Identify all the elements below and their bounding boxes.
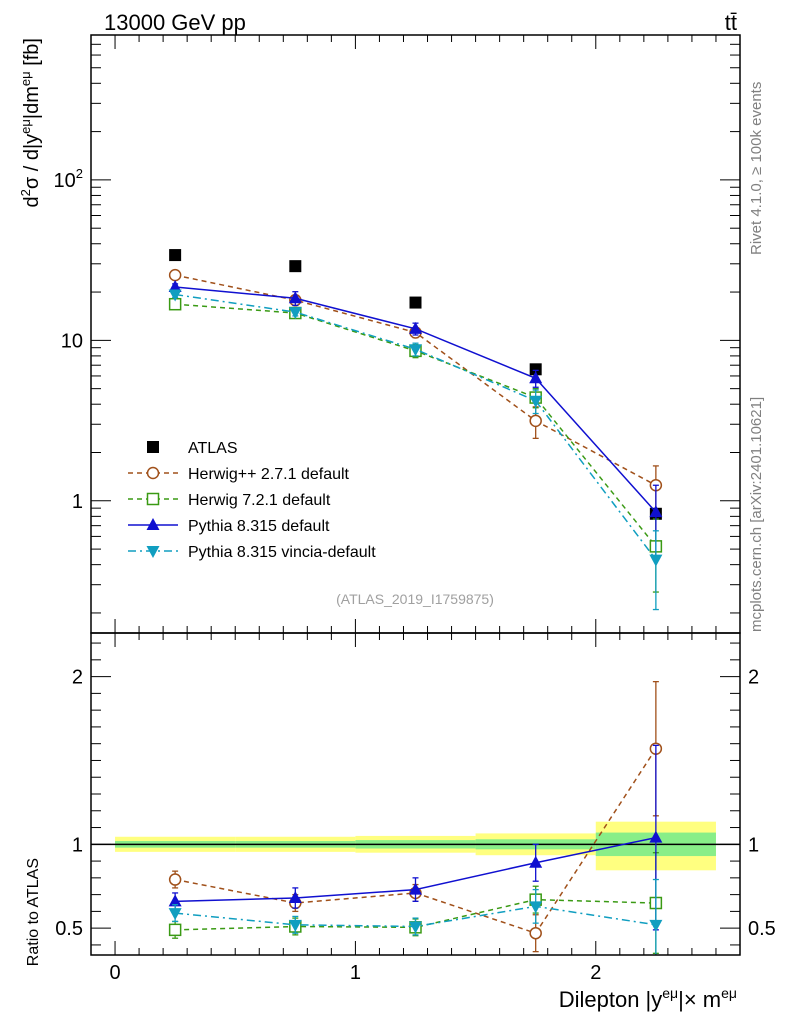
series-pythia-8-315-vincia-default (168, 289, 663, 611)
ratio-panel: 0.5 0.5 1 1 2 2 0 1 2 (55, 632, 776, 984)
ratio-y-tick-label-right: 0.5 (748, 918, 776, 940)
ratio-y-tick-label-left: 1 (72, 834, 83, 856)
ratio-y-tick-label-right: 2 (748, 667, 759, 689)
ratio-series-herwig-7-2-1-default (168, 852, 663, 954)
data-point (409, 296, 422, 309)
data-point (288, 291, 302, 304)
data-point (168, 268, 182, 282)
ratio-x-tick-label: 1 (350, 962, 361, 984)
ratio-series-herwig-2-7-1-default (168, 680, 663, 953)
ratio-data-point (409, 921, 422, 934)
data-point (169, 249, 182, 262)
ratio-uncertainty-bands (91, 821, 740, 871)
process-label: tt̄ (725, 10, 737, 35)
series-line (175, 303, 657, 547)
legend-entry-atlas: ATLAS (147, 440, 238, 457)
ratio-data-point (288, 890, 302, 903)
data-point (529, 395, 543, 408)
ratio-data-layer (168, 680, 663, 955)
ratio-y-axis-title: Ratio to ATLAS (25, 858, 42, 966)
energy-label: 13000 GeV pp (104, 10, 246, 35)
legend-entry-pythia-8-315-default: Pythia 8.315 default (128, 518, 330, 535)
ratio-data-point (168, 894, 182, 907)
ratio-data-point (168, 873, 182, 886)
legend-entry-pythia-8-315-vincia-default: Pythia 8.315 vincia-default (128, 544, 376, 561)
ratio-data-point (529, 926, 542, 940)
legend: ATLAS Herwig++ 2.7.1 default Herwig 7.2.1 … (128, 440, 376, 561)
ratio-tick-labels: 0.5 0.5 1 1 2 2 0 1 2 (55, 667, 776, 984)
legend-entry-herwig-7-2-1-default: Herwig 7.2.1 default (128, 492, 331, 509)
data-point (649, 554, 663, 567)
main-y-tick-label: 102 (54, 166, 83, 192)
data-point (409, 321, 422, 334)
legend-marker (146, 492, 160, 506)
data-point (529, 371, 543, 384)
ratio-data-point (529, 855, 543, 868)
legend-label: Herwig++ 2.7.1 default (188, 466, 350, 483)
data-point (529, 414, 542, 428)
data-point (168, 289, 182, 302)
mcplots-label: mcplots.cern.ch [arXiv:2401.10621] (748, 397, 765, 632)
ratio-y-tick-label-right: 1 (748, 834, 759, 856)
ratio-x-tick-label: 0 (109, 962, 120, 984)
main-y-axis-title: d2σ / d|yeμ|dmeμ [fb] (18, 38, 43, 208)
data-point (529, 363, 542, 376)
data-point (409, 344, 422, 357)
ratio-data-point (288, 919, 302, 932)
main-axis-ticks (91, 34, 740, 633)
ratio-x-tick-label: 2 (590, 962, 601, 984)
main-y-tick-label: 10 (61, 330, 83, 352)
legend-label: Herwig 7.2.1 default (188, 492, 331, 509)
legend-label: ATLAS (188, 440, 238, 457)
ratio-y-tick-label-left: 2 (72, 667, 83, 689)
ratio-series-pythia-8-315-vincia-default (168, 878, 663, 955)
data-point (288, 307, 302, 320)
legend-marker (147, 441, 159, 453)
ratio-axis-ticks (91, 633, 740, 955)
legend-marker (146, 546, 160, 558)
ratio-data-point (168, 923, 182, 937)
data-point (168, 280, 182, 293)
data-point (289, 260, 302, 273)
ratio-data-point (409, 882, 422, 895)
x-axis-title: Dilepton |yeμ|× meμ (559, 985, 737, 1012)
ratio-data-point (649, 830, 663, 843)
main-panel: 1 10 102 (54, 34, 741, 634)
ratio-data-point (529, 901, 543, 914)
data-point (649, 505, 663, 518)
legend-marker (146, 466, 160, 480)
main-y-tick-label: 1 (72, 491, 83, 513)
ratio-frame (90, 632, 741, 956)
legend-marker (146, 518, 160, 530)
series-pythia-8-315-default (168, 280, 663, 558)
legend-label: Pythia 8.315 default (188, 518, 330, 535)
rivet-label: Rivet 4.1.0, ≥ 100k events (748, 82, 765, 255)
main-tick-labels: 1 10 102 (54, 166, 83, 513)
ratio-data-point (168, 908, 182, 921)
analysis-label: (ATLAS_2019_I1759875) (336, 591, 494, 607)
legend-label: Pythia 8.315 vincia-default (188, 544, 376, 561)
legend-entry-herwig-2-7-1-default: Herwig++ 2.7.1 default (128, 466, 350, 483)
ratio-y-tick-label-left: 0.5 (55, 918, 83, 940)
ratio-data-point (649, 919, 663, 932)
main-data-layer (168, 249, 663, 611)
